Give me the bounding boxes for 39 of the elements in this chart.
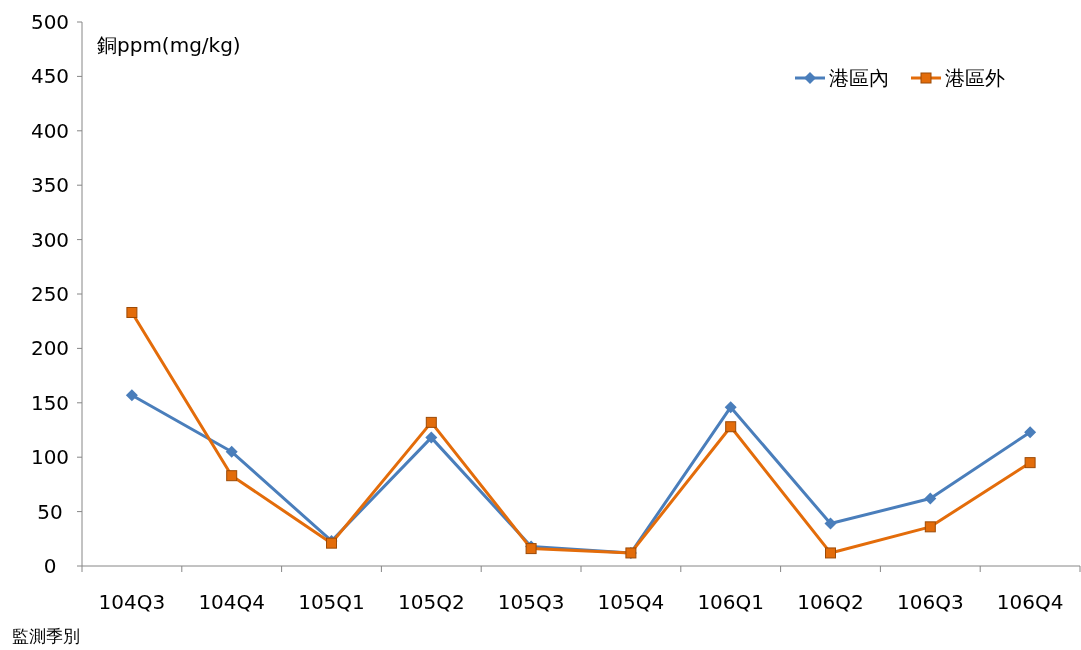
point <box>425 431 438 444</box>
y-tick-label: 450 <box>30 64 70 89</box>
point <box>724 401 737 414</box>
x-tick-label: 104Q4 <box>198 590 266 614</box>
point <box>226 470 238 482</box>
y-tick-label: 100 <box>30 445 70 470</box>
y-tick-label: 0 <box>43 554 57 578</box>
point <box>1024 457 1036 469</box>
y-tick-label: 200 <box>30 336 70 361</box>
point <box>1024 426 1037 439</box>
point <box>125 389 138 402</box>
x-tick-label: 106Q3 <box>896 590 964 614</box>
point <box>225 445 238 458</box>
y-tick-label: 300 <box>30 227 70 252</box>
y-tick-label: 50 <box>37 499 63 524</box>
x-tick-label: 106Q4 <box>996 590 1064 614</box>
point <box>725 421 737 433</box>
x-tick-label: 104Q3 <box>98 590 166 614</box>
y-tick-label: 250 <box>30 282 70 306</box>
y-tick-label: 500 <box>30 10 70 34</box>
point <box>924 521 936 533</box>
x-tick-label: 106Q2 <box>797 590 864 614</box>
y-tick-label: 150 <box>30 390 70 415</box>
x-tick-label: 105Q2 <box>397 590 465 614</box>
x-tick-label: 105Q4 <box>597 590 665 614</box>
x-tick-label: 105Q3 <box>497 590 565 614</box>
point <box>825 547 836 559</box>
point <box>824 517 837 530</box>
x-axis-title: 監測季別 <box>12 626 80 646</box>
point <box>924 492 937 505</box>
legend-label: 港區內 <box>829 66 889 90</box>
point <box>425 416 437 428</box>
y-axis-title: 銅ppm(mg/kg) <box>97 33 241 57</box>
y-tick-label: 400 <box>30 118 70 143</box>
x-tick-label: 106Q1 <box>697 590 765 614</box>
x-tick-label: 105Q1 <box>298 590 365 614</box>
y-tick-label: 350 <box>30 173 70 198</box>
point <box>126 307 138 318</box>
legend-label: 港區外 <box>945 66 1005 90</box>
